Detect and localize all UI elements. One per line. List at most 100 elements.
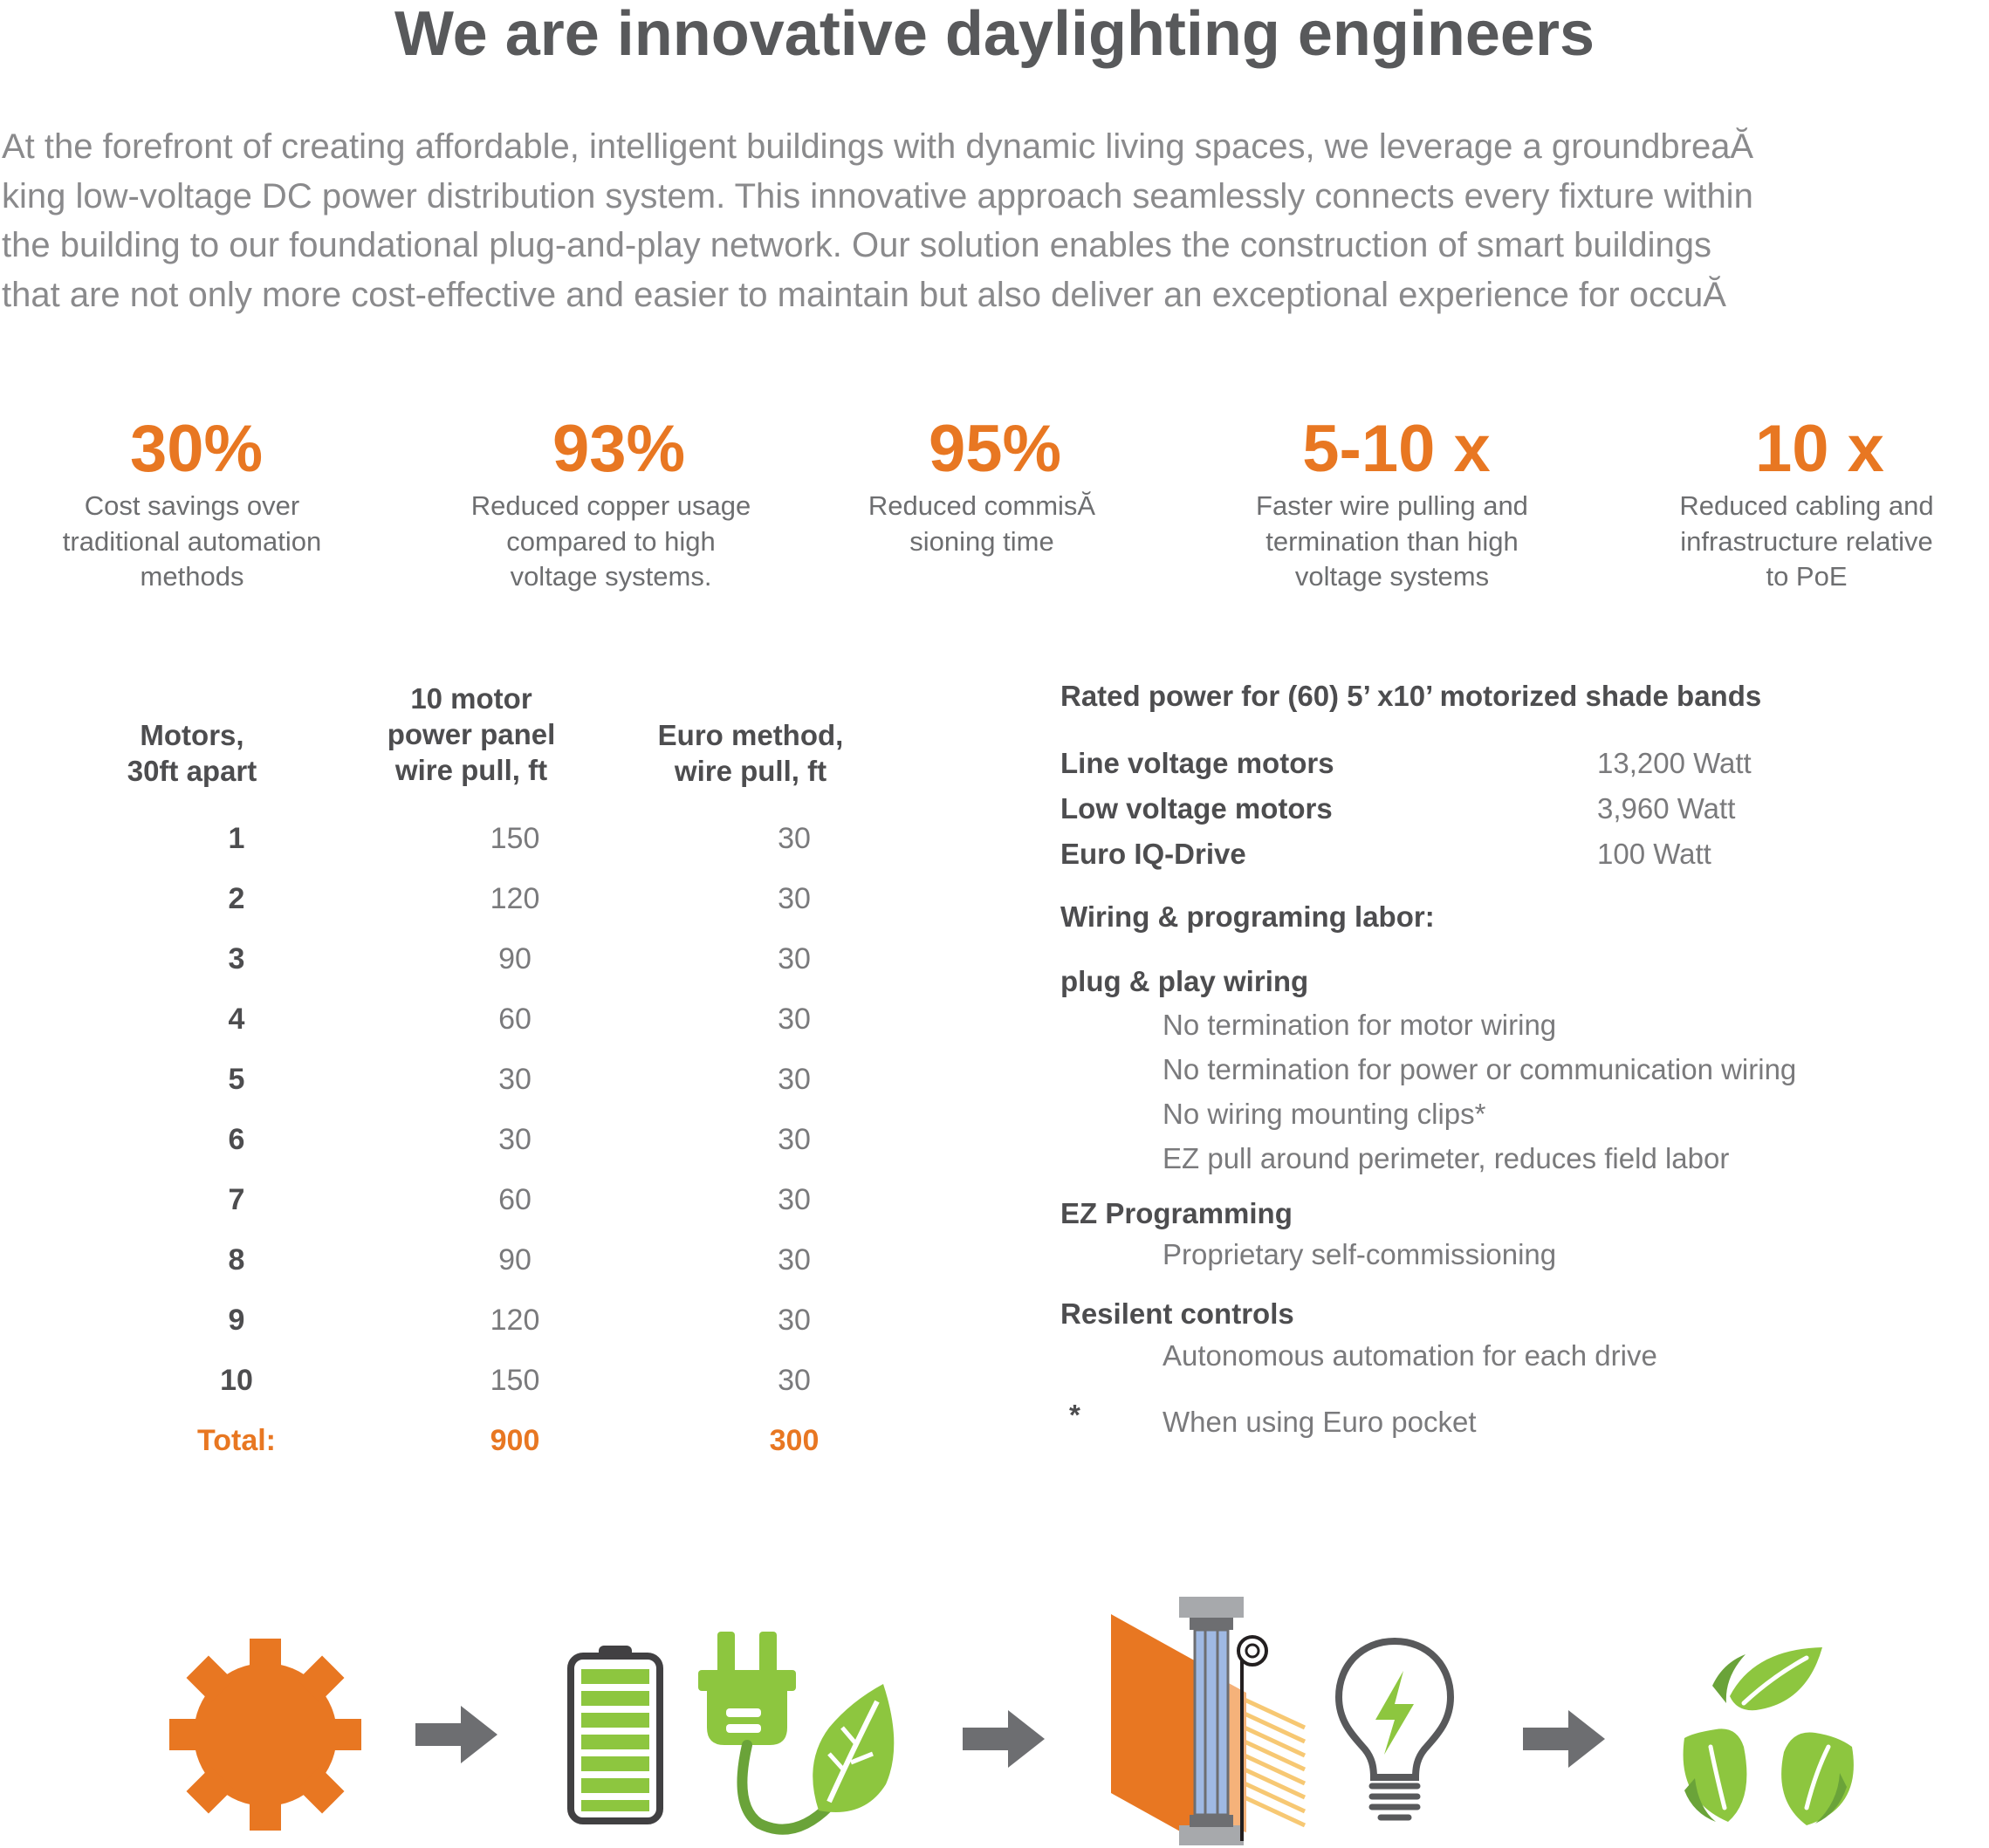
stat-desc-line: sioning time: [909, 525, 1054, 557]
table-cell: 150: [490, 1364, 540, 1397]
table-row: 8 90 30: [131, 1234, 864, 1286]
arrow-right-icon: [415, 1706, 497, 1763]
table-row: 10 150 30: [131, 1354, 864, 1407]
header-line: Euro method,: [657, 719, 844, 751]
header-line: wire pull, ft: [394, 754, 548, 786]
footnote-text: When using Euro pocket: [1163, 1406, 1477, 1438]
stat-desc-line: Reduced cabling and: [1679, 490, 1934, 521]
table-cell: 10: [220, 1364, 253, 1397]
stat-desc-line: compared to high: [506, 525, 716, 557]
table-cell: 30: [498, 1123, 532, 1156]
table-cell: 30: [778, 1364, 811, 1397]
intro-line: king low-voltage DC power distribution s…: [2, 176, 1753, 216]
plug-play-item: No termination for power or communicatio…: [1163, 1053, 1797, 1085]
table-cell: 30: [778, 1063, 811, 1096]
table-row: 1 150 30: [131, 812, 864, 865]
intro-line: that are not only more cost-effective an…: [2, 275, 1726, 314]
header-line: 30ft apart: [127, 755, 257, 787]
page-title: We are innovative daylighting engineers: [394, 0, 1595, 69]
stat-desc-line: infrastructure relative: [1680, 525, 1933, 557]
resilient-item: Autonomous automation for each drive: [1163, 1339, 1657, 1372]
stat-value: 5-10 x: [1302, 412, 1491, 486]
ez-programming-heading: EZ Programming: [1060, 1197, 1293, 1229]
table-cell: 120: [490, 882, 540, 915]
table-total-row: Total: 900 300: [131, 1414, 864, 1467]
table-cell: 5: [228, 1063, 245, 1096]
stat-copper-usage: 93% Reduced copper usage compared to hig…: [436, 410, 785, 595]
stat-value: 95%: [928, 412, 1062, 486]
stat-desc-line: Reduced copper usage: [470, 490, 751, 521]
table-row: 7 60 30: [131, 1174, 864, 1226]
stat-commissioning-time: 95% Reduced commisĂ sioning time: [838, 410, 1126, 559]
table-cell: 150: [490, 822, 540, 855]
table-cell: 1: [228, 822, 245, 855]
table-cell: 30: [778, 822, 811, 855]
footnote-mark: *: [1069, 1399, 1080, 1431]
stat-desc-line: termination than high: [1265, 525, 1519, 557]
table-cell: 30: [498, 1063, 532, 1096]
table-cell: 60: [498, 1003, 532, 1036]
rated-item-value: 13,200 Watt: [1597, 747, 1752, 779]
stat-desc-line: voltage systems: [1294, 561, 1490, 592]
table-cell: 3: [228, 942, 245, 975]
stat-wire-pulling: 5-10 x Faster wire pulling and terminati…: [1213, 410, 1571, 595]
table-cell: 6: [228, 1123, 245, 1156]
stat-desc-line: Reduced commisĂ: [868, 490, 1096, 521]
table-cell: 4: [228, 1003, 245, 1036]
table-cell: 7: [228, 1183, 245, 1216]
stat-value: 93%: [552, 412, 686, 486]
rated-item-label: Low voltage motors: [1060, 792, 1333, 825]
stat-desc-line: Cost savings over: [84, 490, 300, 521]
table-row: 3 90 30: [131, 933, 864, 985]
rated-item-label: Euro IQ-Drive: [1060, 838, 1246, 870]
plug-play-item: No wiring mounting clips*: [1163, 1098, 1486, 1130]
stat-value: 10 x: [1755, 412, 1884, 486]
table-cell: 30: [778, 1183, 811, 1216]
table-header-power-panel: 10 motor power panel wire pull, ft: [349, 681, 593, 788]
resilient-heading: Resilent controls: [1060, 1297, 1294, 1330]
table-row: 4 60 30: [131, 993, 864, 1045]
table-cell: Total:: [196, 1424, 276, 1457]
header-line: wire pull, ft: [674, 755, 827, 787]
table-row: 9 120 30: [131, 1294, 864, 1346]
process-flow-icons: [0, 1571, 1989, 1848]
plug-play-heading: plug & play wiring: [1060, 965, 1309, 997]
shade-window-icon: [1111, 1597, 1307, 1845]
plug-play-item: No termination for motor wiring: [1163, 1009, 1557, 1041]
labor-heading: Wiring & programing labor:: [1060, 900, 1435, 933]
rated-item-value: 3,960 Watt: [1597, 792, 1736, 825]
table-cell: 90: [498, 942, 532, 975]
stat-desc-line: Faster wire pulling and: [1256, 490, 1528, 521]
battery-icon: [567, 1646, 663, 1824]
table-cell: 90: [498, 1243, 532, 1276]
plug-leaf-icon: [698, 1632, 895, 1835]
table-cell: 8: [228, 1243, 245, 1276]
recycle-leaves-icon: [1683, 1647, 1854, 1825]
table-cell: 300: [769, 1424, 820, 1457]
table-header-motors: Motors, 30ft apart: [87, 717, 297, 789]
table-row: 5 30 30: [131, 1053, 864, 1105]
intro-line: the building to our foundational plug-an…: [2, 226, 1711, 264]
rated-power-heading: Rated power for (60) 5’ x10’ motorized s…: [1060, 680, 1762, 712]
table-cell: 900: [490, 1424, 540, 1457]
stat-desc-line: voltage systems.: [510, 561, 712, 592]
stat-cabling: 10 x Reduced cabling and infrastructure …: [1641, 410, 1972, 595]
intro-line: At the forefront of creating affordable,…: [2, 127, 1754, 166]
table-row: 2 120 30: [131, 873, 864, 925]
header-line: 10 motor: [410, 682, 532, 715]
stat-value: 30%: [129, 412, 264, 486]
gear-icon: [169, 1639, 361, 1831]
plug-play-item: EZ pull around perimeter, reduces field …: [1163, 1142, 1730, 1174]
intro-paragraph: At the forefront of creating affordable,…: [2, 122, 1987, 319]
header-line: power panel: [387, 718, 556, 750]
table-cell: 30: [778, 1304, 811, 1337]
table-cell: 9: [228, 1304, 245, 1337]
table-cell: 30: [778, 1243, 811, 1276]
rated-item-value: 100 Watt: [1597, 838, 1711, 870]
table-row: 6 30 30: [131, 1113, 864, 1166]
table-cell: 30: [778, 1123, 811, 1156]
arrow-right-icon: [963, 1710, 1045, 1768]
table-cell: 30: [778, 1003, 811, 1036]
arrow-right-icon: [1523, 1710, 1605, 1768]
table-cell: 60: [498, 1183, 532, 1216]
